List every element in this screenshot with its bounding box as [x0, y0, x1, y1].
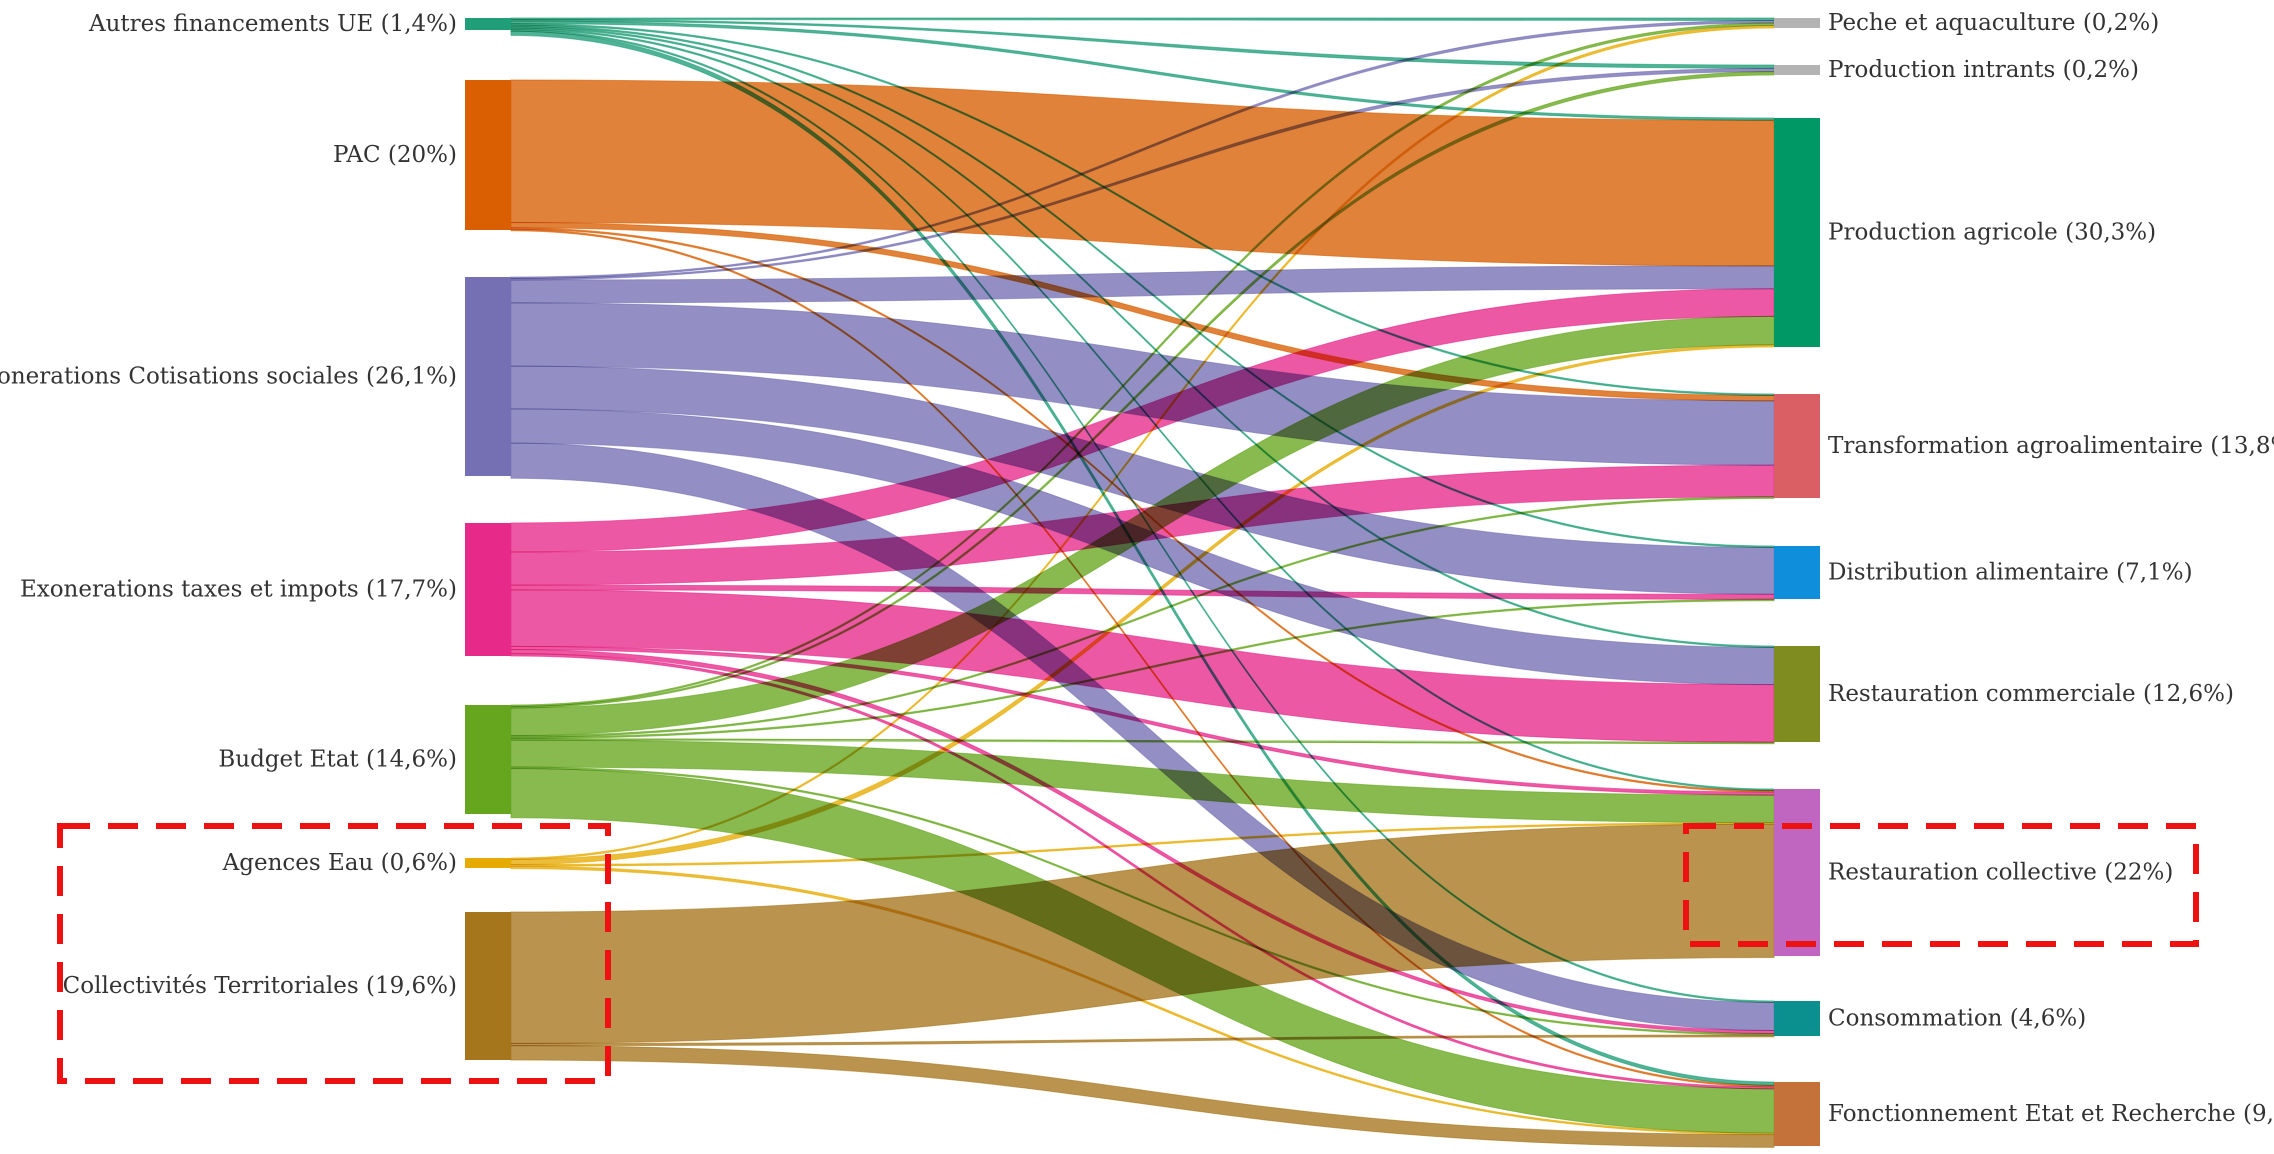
label-target-conso: Consommation (4,6%)	[1828, 1006, 2086, 1032]
node-source-cot	[465, 277, 511, 476]
label-target-dist: Distribution alimentaire (7,1%)	[1828, 560, 2193, 586]
node-target-dist	[1774, 546, 1820, 599]
node-target-resto	[1774, 646, 1820, 742]
label-target-agri: Production agricole (30,3%)	[1828, 220, 2156, 246]
links-layer	[510, 17, 1775, 1148]
node-source-tax	[465, 523, 511, 656]
node-target-peche	[1774, 18, 1820, 28]
node-target-fonct	[1774, 1082, 1820, 1146]
label-source-ue: Autres financements UE (1,4%)	[88, 11, 457, 37]
highlight-box-left	[57, 823, 611, 1084]
highlight-boxes	[57, 823, 2199, 1084]
node-target-trans	[1774, 394, 1820, 498]
label-target-trans: Transformation agroalimentaire (13,8%)	[1828, 433, 2274, 459]
label-target-coll_r: Restauration collective (22%)	[1828, 860, 2173, 886]
label-source-tax: Exonerations taxes et impots (17,7%)	[20, 577, 457, 603]
label-source-coll: Collectivités Territoriales (19,6%)	[63, 973, 457, 999]
link-coll-to-conso	[510, 1034, 1775, 1047]
node-target-conso	[1774, 1001, 1820, 1036]
label-target-resto: Restauration commerciale (12,6%)	[1828, 681, 2234, 707]
node-source-etat	[465, 705, 511, 814]
link-coll-to-fonct	[510, 1045, 1775, 1148]
label-target-fonct: Fonctionnement Etat et Recherche (9,3%)	[1828, 1101, 2274, 1127]
label-target-intr: Production intrants (0,2%)	[1828, 57, 2139, 83]
node-target-intr	[1774, 65, 1820, 75]
link-etat-to-trans	[510, 496, 1775, 738]
node-source-ue	[465, 18, 511, 30]
link-ue-to-peche	[510, 17, 1775, 22]
label-target-peche: Peche et aquaculture (0,2%)	[1828, 10, 2159, 36]
label-source-pac: PAC (20%)	[333, 142, 457, 168]
node-target-agri	[1774, 118, 1820, 347]
labels-layer: Autres financements UE (1,4%) PAC (20%) Ex…	[0, 10, 2274, 1127]
node-source-eau	[465, 858, 511, 868]
link-etat-to-dist	[510, 598, 1775, 740]
link-coll-to-coll_r	[510, 823, 1775, 1044]
label-source-eau: Agences Eau (0,6%)	[222, 850, 457, 876]
node-target-coll_r	[1774, 789, 1820, 956]
node-source-coll	[465, 912, 511, 1060]
label-source-etat: Budget Etat (14,6%)	[218, 747, 457, 773]
nodes-layer	[465, 18, 1820, 1146]
link-etat-to-resto	[510, 738, 1775, 745]
node-source-pac	[465, 80, 511, 230]
label-source-cot: Exonerations Cotisations sociales (26,1%…	[0, 364, 457, 390]
highlight-box-right	[1683, 823, 2199, 947]
